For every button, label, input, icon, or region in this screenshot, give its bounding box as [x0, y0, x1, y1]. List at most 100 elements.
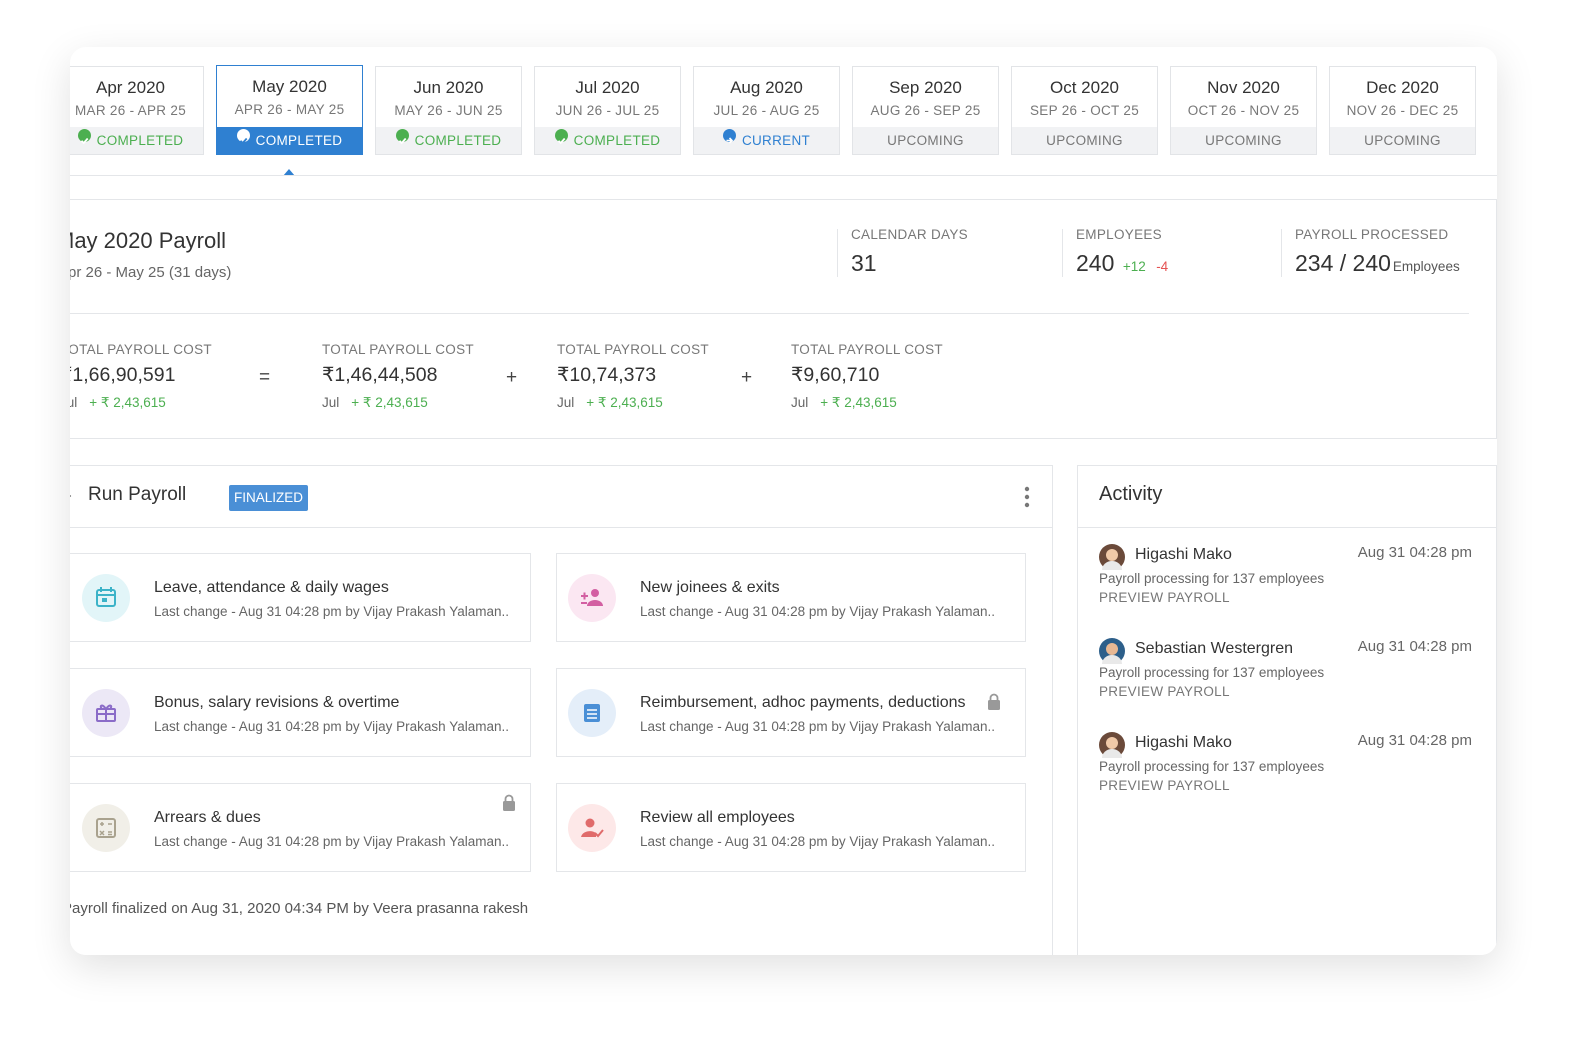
period-status: CURRENT — [694, 127, 839, 154]
summary-panel — [70, 199, 1497, 439]
stat-label: CALENDAR DAYS — [851, 227, 968, 242]
period-range: JUL 26 - AUG 25 — [713, 103, 820, 118]
status-icon — [77, 129, 91, 145]
period-tab[interactable]: Dec 2020 NOV 26 - DEC 25 UPCOMING — [1329, 66, 1476, 155]
cost-compare: Jul + ₹ 2,43,615 — [70, 395, 166, 411]
stat-label: PAYROLL PROCESSED — [1295, 227, 1449, 242]
status-text: UPCOMING — [1046, 133, 1123, 148]
period-month: May 2020 — [252, 77, 327, 96]
compare-month: Jul — [322, 395, 340, 410]
task-title: Bonus, salary revisions & overtime — [154, 694, 400, 711]
status-badge: FINALIZED — [229, 485, 308, 511]
period-range: MAR 26 - APR 25 — [74, 103, 187, 118]
status-text: COMPLETED — [573, 133, 661, 148]
period-month: Dec 2020 — [1366, 78, 1439, 97]
stat-row: 240 +12 -4 — [1076, 250, 1168, 277]
activity-action[interactable]: PREVIEW PAYROLL — [1099, 684, 1230, 699]
task-card[interactable]: New joinees & exits Last change - Aug 31 … — [556, 553, 1026, 642]
period-tab[interactable]: Jun 2020 MAY 26 - JUN 25 COMPLETED — [375, 66, 522, 155]
status-text: COMPLETED — [255, 133, 343, 148]
selected-pointer — [283, 169, 295, 176]
avatar — [1099, 638, 1125, 664]
task-subtitle: Last change - Aug 31 04:28 pm by Vijay P… — [154, 604, 509, 619]
compare-delta: + ₹ 2,43,615 — [820, 395, 897, 410]
task-title: Reimbursement, adhoc payments, deduction… — [640, 694, 966, 711]
status-icon — [395, 129, 409, 145]
cost-value: ₹9,60,710 — [791, 364, 880, 386]
cost-value: ₹10,74,373 — [557, 364, 657, 386]
task-subtitle: Last change - Aug 31 04:28 pm by Vijay P… — [640, 719, 995, 734]
kebab-menu[interactable] — [1023, 485, 1031, 509]
task-card[interactable]: Bonus, salary revisions & overtime Last c… — [70, 668, 531, 757]
compare-month: Jul — [791, 395, 809, 410]
finalized-note: Payroll finalized on Aug 31, 2020 04:34 … — [70, 900, 529, 917]
period-tab[interactable]: Aug 2020 JUL 26 - AUG 25 CURRENT — [693, 66, 840, 155]
divider — [837, 229, 838, 277]
period-tab[interactable]: Jul 2020 JUN 26 - JUL 25 COMPLETED — [534, 66, 681, 155]
period-month: Apr 2020 — [96, 78, 165, 97]
activity-title: Activity — [1099, 483, 1163, 505]
period-month: Oct 2020 — [1050, 78, 1119, 97]
task-title: New joinees & exits — [640, 579, 780, 596]
period-status: UPCOMING — [853, 127, 998, 154]
activity-panel — [1077, 465, 1497, 955]
stat-value: 31 — [851, 250, 877, 276]
activity-text: Payroll processing for 137 employees — [1099, 759, 1325, 774]
period-tab[interactable]: Sep 2020 AUG 26 - SEP 25 UPCOMING — [852, 66, 999, 155]
period-status: COMPLETED — [535, 127, 680, 154]
task-icon — [82, 574, 130, 622]
period-status: UPCOMING — [1012, 127, 1157, 154]
status-icon — [722, 129, 736, 144]
cost-value: ₹1,46,44,508 — [322, 364, 438, 386]
period-month: Sep 2020 — [889, 78, 962, 97]
period-range: JUN 26 - JUL 25 — [555, 103, 660, 118]
task-title: Arrears & dues — [154, 809, 261, 826]
period-tab[interactable]: Nov 2020 OCT 26 - NOV 25 UPCOMING — [1170, 66, 1317, 155]
period-tab[interactable]: Oct 2020 SEP 26 - OCT 25 UPCOMING — [1011, 66, 1158, 155]
activity-action[interactable]: PREVIEW PAYROLL — [1099, 590, 1230, 605]
activity-name: Higashi Mako — [1135, 734, 1232, 751]
period-range: AUG 26 - SEP 25 — [870, 103, 981, 118]
payroll-range: Apr 26 - May 25 (31 days) — [70, 264, 232, 281]
period-status: COMPLETED — [217, 127, 362, 154]
collapse-icon[interactable] — [70, 491, 72, 501]
task-card[interactable]: Review all employees Last change - Aug 31… — [556, 783, 1026, 872]
task-subtitle: Last change - Aug 31 04:28 pm by Vijay P… — [640, 604, 995, 619]
status-icon — [554, 129, 568, 145]
divider — [70, 313, 1469, 314]
operator: = — [259, 367, 271, 388]
activity-name: Higashi Mako — [1135, 546, 1232, 563]
divider — [70, 175, 1497, 176]
period-tab[interactable]: Apr 2020 MAR 26 - APR 25 COMPLETED — [70, 66, 204, 155]
cost-label: TOTAL PAYROLL COST — [557, 342, 709, 357]
period-tab[interactable]: May 2020 APR 26 - MAY 25 COMPLETED — [216, 65, 363, 155]
task-title: Leave, attendance & daily wages — [154, 579, 389, 596]
status-text: UPCOMING — [1205, 133, 1282, 148]
stat-unit: Employees — [1392, 259, 1460, 274]
task-card[interactable]: Leave, attendance & daily wages Last chan… — [70, 553, 531, 642]
lock-icon — [503, 794, 515, 811]
lock-icon — [988, 693, 1000, 710]
task-card[interactable]: Arrears & dues Last change - Aug 31 04:28… — [70, 783, 531, 872]
activity-name: Sebastian Westergren — [1135, 640, 1294, 657]
compare-delta: + ₹ 2,43,615 — [586, 395, 663, 410]
task-card[interactable]: Reimbursement, adhoc payments, deduction… — [556, 668, 1026, 757]
task-icon — [82, 804, 130, 852]
operator: + — [741, 367, 753, 388]
compare-month: Jul — [70, 395, 78, 410]
period-range: NOV 26 - DEC 25 — [1346, 103, 1459, 118]
divider — [70, 527, 1052, 528]
period-month: Jul 2020 — [575, 78, 640, 97]
period-status: UPCOMING — [1330, 127, 1475, 154]
compare-delta: + ₹ 2,43,615 — [89, 395, 166, 410]
avatar — [1099, 544, 1125, 570]
period-month: Aug 2020 — [730, 78, 803, 97]
period-month: Jun 2020 — [413, 78, 484, 97]
status-text: CURRENT — [741, 133, 811, 148]
divider — [1077, 527, 1497, 528]
run-payroll-title: Run Payroll — [88, 484, 187, 505]
stat-label: EMPLOYEES — [1076, 227, 1162, 242]
cost-label: TOTAL PAYROLL COST — [322, 342, 474, 357]
activity-action[interactable]: PREVIEW PAYROLL — [1099, 778, 1230, 793]
